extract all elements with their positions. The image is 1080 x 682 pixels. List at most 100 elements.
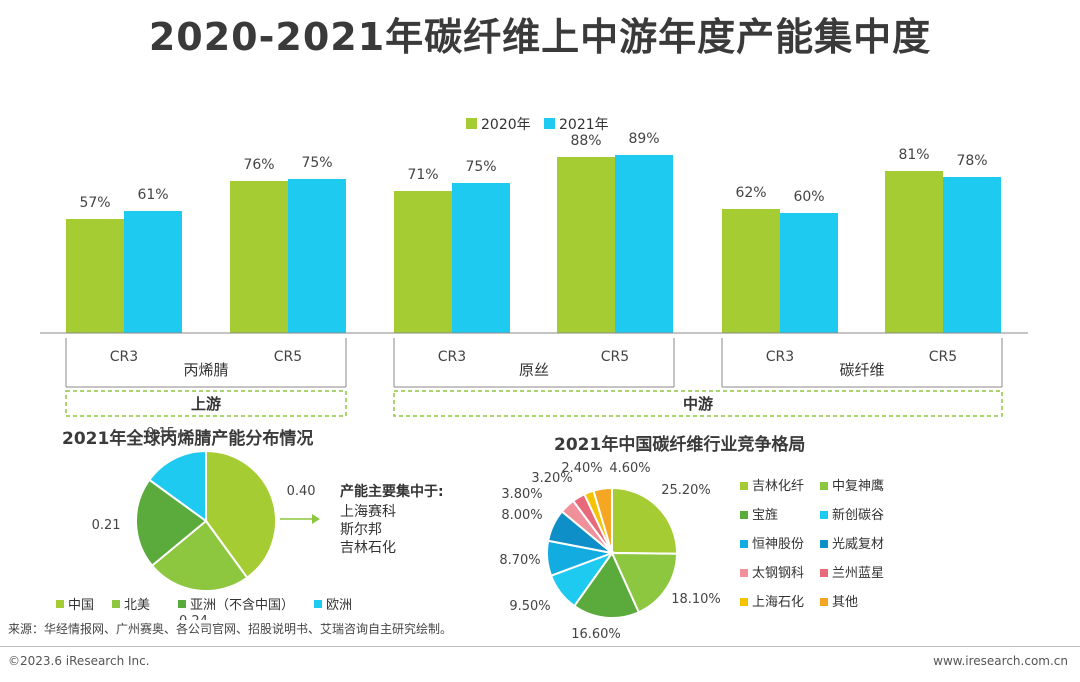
bar-value-label-1-0: 61% xyxy=(137,187,168,203)
category-label-5: CR5 xyxy=(929,349,957,365)
pie2-title: 2021年中国碳纤维行业竞争格局 xyxy=(554,434,805,455)
pie2-value-label-9: 4.60% xyxy=(609,461,650,476)
pie2-legend-label-0: 吉林化纤 xyxy=(752,479,804,494)
group-label-0: 丙烯腈 xyxy=(183,361,228,379)
source-note: 来源：华经情报网、广州赛奥、各公司官网、招股说明书、艾瑞咨询自主研究绘制。 xyxy=(8,622,453,636)
category-label-3: CR5 xyxy=(601,349,629,365)
pie1-annotation-line-2: 吉林石化 xyxy=(340,540,396,556)
category-label-1: CR5 xyxy=(274,349,302,365)
pie2-legend-swatch-2 xyxy=(740,511,748,519)
pie2-legend-swatch-6 xyxy=(740,569,748,577)
pie1-legend-label-2: 亚洲（不含中国） xyxy=(190,597,294,613)
pie1-value-label-1: 0.24 xyxy=(179,614,208,620)
bar-value-label-1-4: 60% xyxy=(793,189,824,205)
pie2-legend-swatch-8 xyxy=(740,598,748,606)
pie2-legend-label-8: 上海石化 xyxy=(752,595,804,610)
pie2-value-label-3: 9.50% xyxy=(509,599,550,614)
pie1-legend-swatch-3 xyxy=(314,600,322,608)
bar-0-3 xyxy=(557,157,615,333)
pie2-slice-0 xyxy=(611,486,678,555)
website: www.iresearch.com.cn xyxy=(933,654,1068,668)
pie2-value-label-8: 2.40% xyxy=(561,461,602,476)
pie2-legend-swatch-3 xyxy=(820,511,828,519)
bar-marks: 57% 76% 71% 88% 62% 81% 61% 75% 75% 89% 60% 78% xyxy=(66,131,1001,333)
bar-1-1 xyxy=(288,179,346,333)
category-label-0: CR3 xyxy=(110,349,138,365)
bar-0-1 xyxy=(230,181,288,333)
pie1-value-label-2: 0.21 xyxy=(92,518,121,533)
bar-value-label-1-2: 75% xyxy=(465,159,496,175)
pie1-arrow-head xyxy=(312,514,320,524)
bar-value-label-0-3: 88% xyxy=(570,133,601,149)
pie1-legend-swatch-2 xyxy=(178,600,186,608)
bar-1-4 xyxy=(780,213,838,333)
copyright: ©2023.6 iResearch Inc. xyxy=(8,654,150,668)
pie1-value-label-0: 0.40 xyxy=(287,484,316,499)
pie2-legend-swatch-0 xyxy=(740,482,748,490)
segment-box-1 xyxy=(393,390,1003,417)
pie2-legend-label-6: 太钢钢科 xyxy=(752,566,804,581)
pie1-slice-2 xyxy=(135,478,208,568)
legend-swatch-1 xyxy=(544,118,555,129)
pie1-title: 2021年全球丙烯腈产能分布情况 xyxy=(62,428,313,449)
pie1-slice-0 xyxy=(205,449,277,580)
pie2-value-label-5: 8.00% xyxy=(501,508,542,523)
pie2-legend-label-2: 宝旌 xyxy=(752,508,778,523)
page-title: 2020-2021年碳纤维上中游年度产能集中度 xyxy=(148,15,932,59)
pie2-slice-9 xyxy=(592,486,613,554)
bar-value-label-0-0: 57% xyxy=(79,195,110,211)
pie-chart-acrylonitrile: 2021年全球丙烯腈产能分布情况 0.40 0.24 0.21 0.15 产能主要集中于:… xyxy=(56,426,444,620)
pie2-value-label-0: 25.20% xyxy=(661,483,711,498)
legend-label-0: 2020年 xyxy=(481,117,531,133)
pie2-slice-1 xyxy=(610,551,679,614)
legend-label-1: 2021年 xyxy=(559,117,609,133)
pie1-slice-1 xyxy=(150,519,249,592)
pie2-slice-2 xyxy=(572,551,641,619)
bar-legend: 2020年 2021年 xyxy=(466,117,609,133)
bar-value-label-1-5: 78% xyxy=(956,153,987,169)
pie1-value-label-3: 0.15 xyxy=(146,426,175,441)
pie2-legend-label-7: 兰州蓝星 xyxy=(832,566,884,581)
segment-label-0: 上游 xyxy=(191,395,221,413)
pie1-legend-label-3: 欧洲 xyxy=(326,598,352,613)
bar-0-4 xyxy=(722,209,780,333)
pie2-value-label-2: 16.60% xyxy=(571,627,621,642)
pie2-legend-swatch-1 xyxy=(820,482,828,490)
bar-1-5 xyxy=(943,177,1001,333)
group-label-2: 碳纤维 xyxy=(839,361,884,379)
bar-1-3 xyxy=(615,155,673,333)
pie2-value-label-4: 8.70% xyxy=(499,553,540,568)
pie1-annotation-line-0: 上海赛科 xyxy=(340,504,396,520)
pie2-legend-label-9: 其他 xyxy=(832,595,858,610)
bar-0-0 xyxy=(66,219,124,333)
segment-label-1: 中游 xyxy=(683,395,713,413)
bar-0-5 xyxy=(885,171,943,333)
pie1-legend-label-0: 中国 xyxy=(68,598,94,613)
pie1-slice-3 xyxy=(147,449,207,523)
category-label-4: CR3 xyxy=(766,349,794,365)
pie1-legend-swatch-0 xyxy=(56,600,64,608)
pie2-legend-swatch-4 xyxy=(740,540,748,548)
pie-chart-carbon-fiber: 2021年中国碳纤维行业竞争格局 25.20% 18.10% 16.60% 9.50% 8… xyxy=(499,434,884,642)
bar-1-0 xyxy=(124,211,182,333)
bar-value-label-1-3: 89% xyxy=(628,131,659,147)
segment-box-0 xyxy=(65,390,347,417)
footer-divider xyxy=(0,646,1080,647)
pie2-legend-label-4: 恒神股份 xyxy=(752,537,804,552)
bar-value-label-1-1: 75% xyxy=(301,155,332,171)
pie2-legend-label-3: 新创碳谷 xyxy=(832,507,884,523)
group-label-1: 原丝 xyxy=(519,361,549,379)
pie2-legend-label-1: 中复神鹰 xyxy=(832,478,884,494)
category-label-2: CR3 xyxy=(438,349,466,365)
pie2-legend-swatch-5 xyxy=(820,540,828,548)
bar-value-label-0-4: 62% xyxy=(735,185,766,201)
bar-value-label-0-1: 76% xyxy=(243,157,274,173)
pie1-annotation-heading: 产能主要集中于: xyxy=(340,483,444,500)
pie1-legend-label-1: 北美 xyxy=(124,598,150,613)
pie2-legend-label-5: 光威复材 xyxy=(832,537,884,552)
pie2-value-label-7: 3.20% xyxy=(531,471,572,486)
pie2-value-label-1: 18.10% xyxy=(671,592,721,607)
legend-swatch-0 xyxy=(466,118,477,129)
bar-value-label-0-5: 81% xyxy=(898,147,929,163)
